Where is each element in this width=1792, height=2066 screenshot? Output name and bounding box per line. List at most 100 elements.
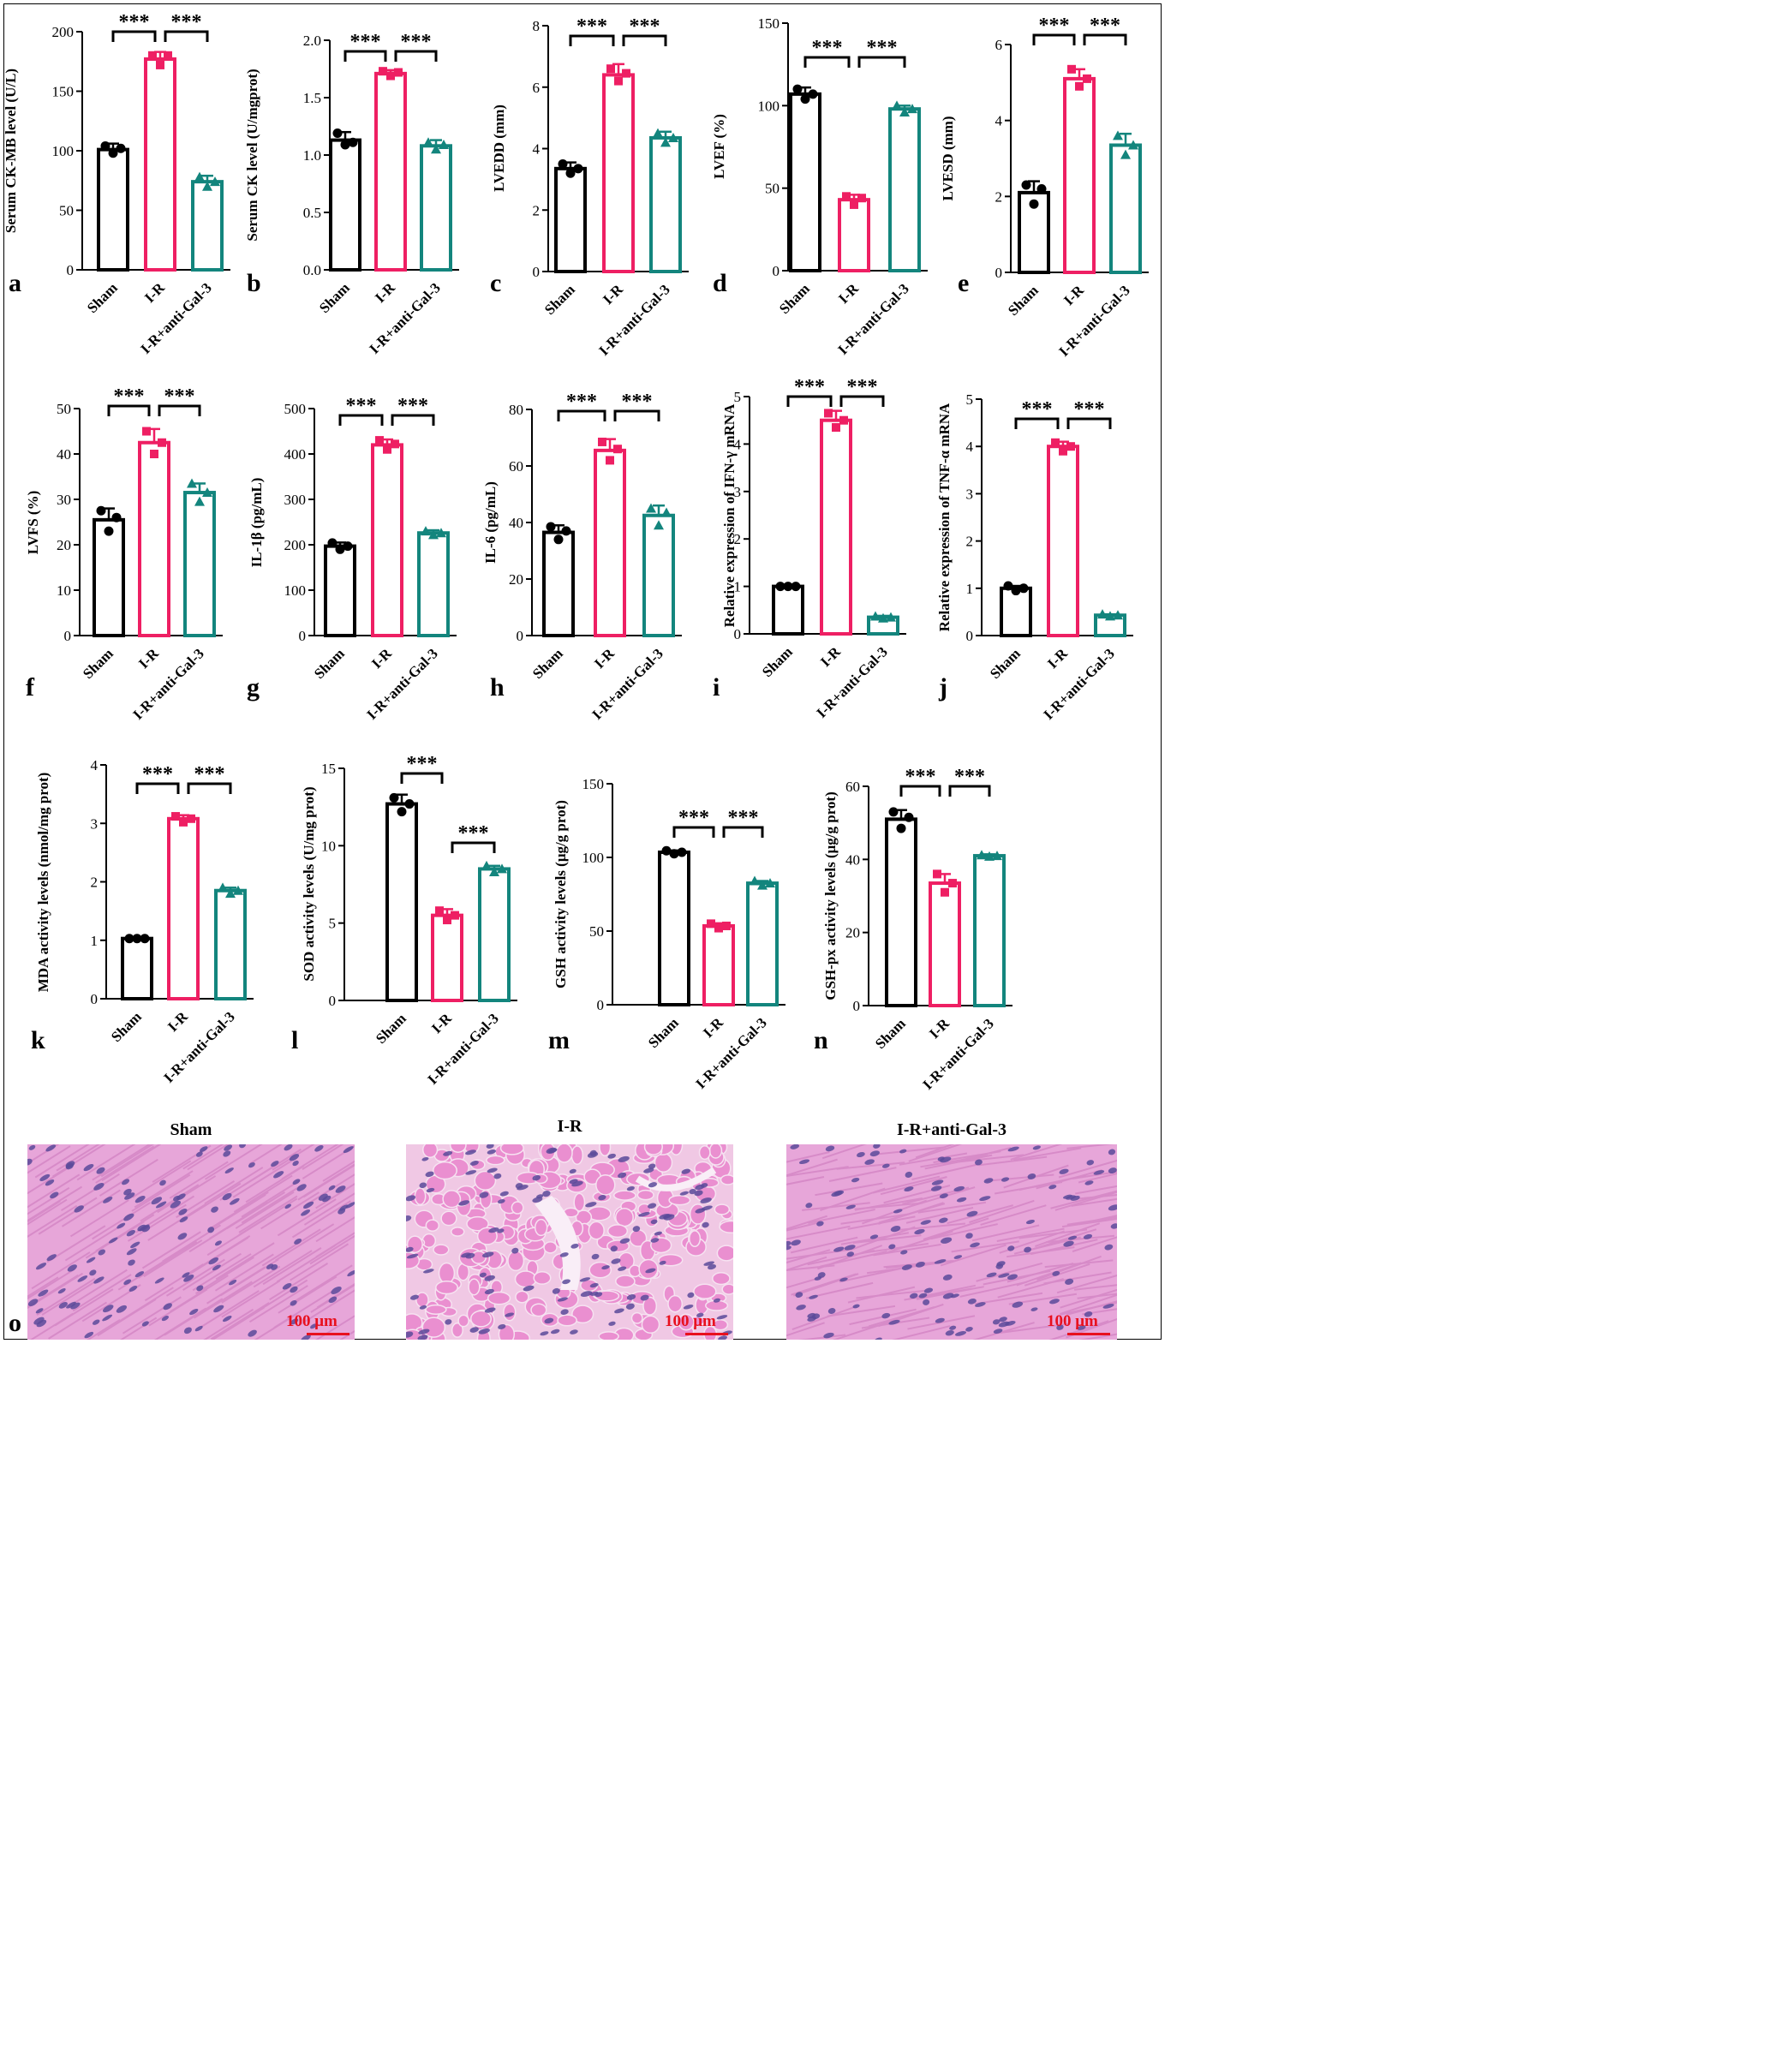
fiber [195, 1256, 254, 1295]
bar-anti [214, 888, 247, 1001]
nucleus [126, 1248, 137, 1256]
nucleus [899, 1149, 907, 1154]
x-tick-label: Sham [645, 1014, 682, 1051]
y-tick-label: 2 [533, 202, 541, 218]
significance-stars: *** [164, 385, 195, 408]
nucleus [123, 1213, 134, 1221]
data-point [210, 176, 220, 187]
y-axis-label: LVEF (%) [711, 114, 727, 179]
data-point [1128, 140, 1138, 150]
nucleus [579, 1277, 591, 1282]
data-point [1051, 438, 1060, 447]
myocyte [678, 1313, 695, 1331]
significance-bracket [899, 785, 941, 797]
myocyte [438, 1262, 456, 1284]
nucleus [1024, 1246, 1031, 1253]
histology-title-anti: I-R+anti-Gal-3 [896, 1120, 1007, 1139]
fiber [1072, 1167, 1117, 1179]
x-tick-label: Sham [373, 1010, 409, 1047]
data-point [598, 437, 606, 446]
nucleus [331, 1286, 342, 1295]
bar-sham [772, 584, 804, 636]
nucleus [904, 1186, 914, 1191]
nucleus [939, 1217, 948, 1223]
y-tick-label: 30 [57, 492, 71, 508]
significance-stars: *** [622, 391, 653, 413]
nucleus [905, 1171, 913, 1178]
nucleus [694, 1190, 703, 1197]
myocyte [435, 1280, 458, 1295]
data-point [194, 171, 205, 182]
myocyte [612, 1190, 636, 1201]
fiber [27, 1204, 78, 1243]
myocyte [534, 1218, 548, 1237]
fiber [27, 1173, 81, 1212]
nucleus [335, 1185, 346, 1193]
nucleus [419, 1182, 427, 1189]
panel-letter-m: m [548, 1026, 570, 1054]
y-tick-label: 6 [995, 37, 1003, 53]
nucleus [182, 1272, 190, 1278]
bar-ir [138, 440, 170, 637]
nucleus [289, 1154, 300, 1161]
nucleus [1083, 1233, 1093, 1239]
chart-panel-m: 0 50 100 150 GSH activity levels (μg/g prot)… [548, 776, 785, 1092]
y-tick-label: 2 [995, 188, 1003, 205]
significance-bracket [569, 34, 615, 46]
nucleus [77, 1275, 88, 1282]
nucleus [123, 1188, 132, 1196]
bar-sham [97, 147, 129, 272]
nucleus [953, 1255, 963, 1259]
nucleus [965, 1327, 973, 1332]
nucleus [536, 1194, 544, 1199]
nucleus [570, 1244, 579, 1249]
data-point [886, 612, 896, 622]
nucleus [888, 1319, 900, 1325]
myocyte [415, 1292, 429, 1308]
histology-title-ir: I-R [557, 1117, 582, 1136]
data-point [765, 878, 775, 888]
fiber [1050, 1190, 1117, 1209]
nucleus [406, 1195, 416, 1202]
y-tick-label: 3 [91, 815, 99, 832]
fiber [61, 1318, 121, 1340]
significance-stars: *** [954, 766, 985, 788]
data-point [613, 445, 622, 454]
data-point [800, 94, 810, 104]
nucleus [222, 1316, 232, 1323]
myocyte [720, 1174, 733, 1185]
significance-bracket [557, 409, 606, 421]
nucleus [875, 1337, 882, 1340]
nucleus [1012, 1301, 1024, 1308]
nucleus [406, 1253, 419, 1259]
fiber [917, 1201, 987, 1214]
data-point [187, 814, 195, 823]
fiber [141, 1231, 201, 1269]
significance-bracket [107, 404, 151, 416]
y-axis-label: LVESD (mm) [940, 116, 956, 200]
y-tick-label: 1.5 [303, 90, 321, 106]
fiber [69, 1199, 129, 1238]
myocyte [470, 1250, 487, 1264]
nucleus [194, 1325, 203, 1332]
nucleus [589, 1282, 599, 1288]
nucleus [347, 1269, 355, 1277]
bar-sham [554, 166, 587, 274]
nucleus [1052, 1270, 1060, 1276]
y-tick-label: 0 [299, 628, 307, 644]
nucleus [839, 1277, 848, 1282]
nucleus [163, 1303, 172, 1311]
y-tick-label: 0 [329, 993, 337, 1009]
data-point [842, 192, 851, 201]
nucleus [1063, 1240, 1074, 1247]
nucleus [807, 1312, 816, 1318]
nucleus [845, 1204, 856, 1209]
significance-bracket [400, 772, 444, 784]
data-point [984, 851, 995, 861]
fiber [206, 1266, 266, 1305]
data-point [96, 505, 106, 516]
nucleus [66, 1301, 76, 1309]
nucleus [589, 1149, 597, 1156]
x-tick-label: Sham [776, 280, 813, 317]
fiber [221, 1280, 281, 1318]
